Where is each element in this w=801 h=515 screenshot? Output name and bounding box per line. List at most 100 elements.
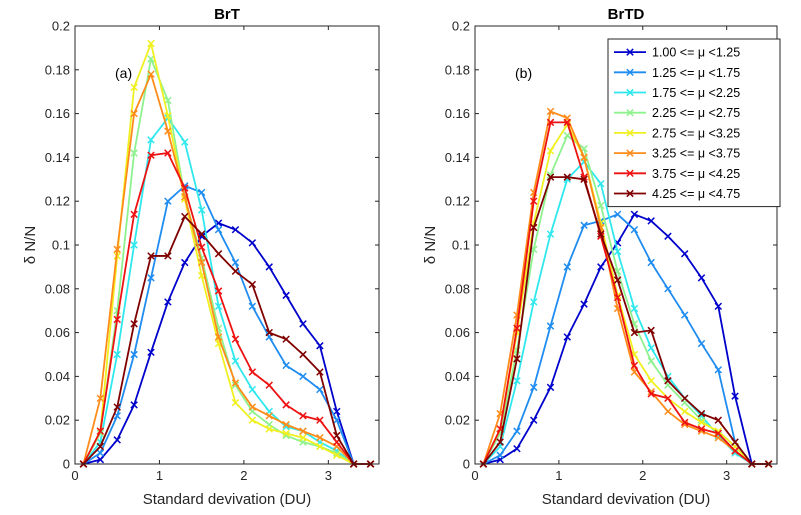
data-point: [647, 377, 655, 385]
data-point: [181, 212, 189, 221]
data-point: [647, 326, 655, 335]
series-6: [479, 107, 773, 468]
data-point: [697, 425, 706, 433]
panel-label: (a): [115, 65, 132, 81]
data-point: [546, 147, 555, 155]
legend-marker: [626, 108, 634, 117]
data-point: [647, 390, 655, 398]
legend-label: 3.25 <= μ <3.75: [652, 147, 740, 161]
data-point: [664, 394, 672, 403]
x-tick-label: 2: [240, 468, 247, 483]
data-point: [113, 403, 121, 411]
y-axis-label: δ N/N: [22, 226, 39, 264]
chart-title: BrTD: [608, 6, 645, 23]
data-point: [731, 447, 739, 455]
data-point: [563, 118, 572, 127]
series-line: [83, 222, 371, 465]
data-point: [113, 315, 121, 324]
data-point: [231, 267, 240, 276]
data-point: [580, 300, 588, 308]
x-tick-label: 1: [156, 468, 163, 483]
data-point: [197, 243, 206, 251]
data-point: [529, 383, 538, 392]
x-tick-label: 0: [71, 468, 78, 483]
data-point: [299, 350, 307, 359]
legend-item: 2.75 <= μ <3.25: [614, 126, 740, 140]
data-point: [147, 136, 155, 144]
data-point: [546, 322, 555, 330]
data-point: [181, 258, 189, 267]
data-point: [164, 252, 172, 260]
data-point: [714, 366, 723, 374]
data-point: [333, 451, 341, 459]
data-point: [714, 416, 723, 424]
data-point: [265, 328, 273, 337]
data-point: [513, 324, 521, 332]
data-point: [130, 241, 138, 249]
x-tick-label: 3: [325, 468, 332, 483]
y-tick-label: 0.14: [45, 150, 70, 165]
series-line: [483, 213, 769, 465]
data-point: [130, 83, 138, 92]
data-point: [697, 418, 706, 427]
data-point: [96, 442, 105, 451]
data-point: [282, 361, 290, 370]
data-point: [248, 280, 257, 289]
legend-item: 3.25 <= μ <3.75: [614, 147, 740, 161]
chart-title: BrT: [214, 6, 240, 23]
legend-label: 4.25 <= μ <4.75: [652, 187, 740, 201]
data-point: [513, 355, 521, 363]
data-point: [546, 173, 555, 181]
panel-label: (b): [515, 65, 532, 81]
chart-panel-2: 0 1 2 3 0 0.02 0.04 0.06 0.08 0.1 0.12 0.14 0.16 0.18…: [422, 6, 781, 508]
data-point: [630, 328, 639, 337]
data-point: [546, 107, 555, 116]
data-point: [197, 206, 206, 214]
y-tick-label: 0.2: [52, 19, 70, 34]
data-point: [299, 320, 307, 328]
data-point: [647, 258, 655, 267]
series-8: [479, 173, 773, 468]
data-point: [333, 431, 341, 440]
data-point: [181, 184, 189, 192]
data-point: [164, 197, 172, 205]
data-point: [597, 230, 605, 238]
data-point: [248, 239, 257, 247]
data-point: [214, 225, 223, 234]
series-line: [82, 184, 371, 465]
data-point: [282, 335, 290, 343]
y-tick-label: 0.16: [445, 106, 470, 121]
y-tick-label: 0.02: [45, 413, 70, 428]
y-tick-label: 0.08: [45, 281, 70, 296]
data-point: [231, 225, 240, 234]
legend-item: 2.25 <= μ <2.75: [614, 106, 740, 120]
data-point: [147, 55, 155, 63]
data-point: [299, 372, 307, 381]
y-tick-label: 0.1: [52, 238, 70, 253]
data-point: [529, 416, 538, 424]
data-point: [630, 225, 639, 234]
data-point: [164, 149, 172, 157]
data-point: [316, 385, 324, 394]
data-point: [113, 436, 121, 444]
data-point: [529, 223, 538, 232]
legend-label: 2.25 <= μ <2.75: [652, 106, 740, 120]
data-point: [130, 109, 138, 118]
data-point: [299, 412, 307, 420]
series-line: [82, 152, 371, 465]
legend-item: 4.25 <= μ <4.75: [614, 187, 740, 201]
series-line: [482, 176, 769, 465]
data-point: [333, 416, 341, 424]
data-point: [164, 112, 172, 120]
data-point: [248, 416, 257, 424]
data-point: [164, 127, 172, 135]
data-point: [563, 263, 572, 271]
data-point: [513, 444, 521, 453]
data-point: [731, 438, 739, 446]
data-point: [546, 230, 555, 238]
data-point: [630, 210, 639, 219]
legend-marker: [626, 129, 634, 137]
data-point: [248, 403, 257, 411]
y-tick-label: 0.12: [45, 194, 70, 209]
